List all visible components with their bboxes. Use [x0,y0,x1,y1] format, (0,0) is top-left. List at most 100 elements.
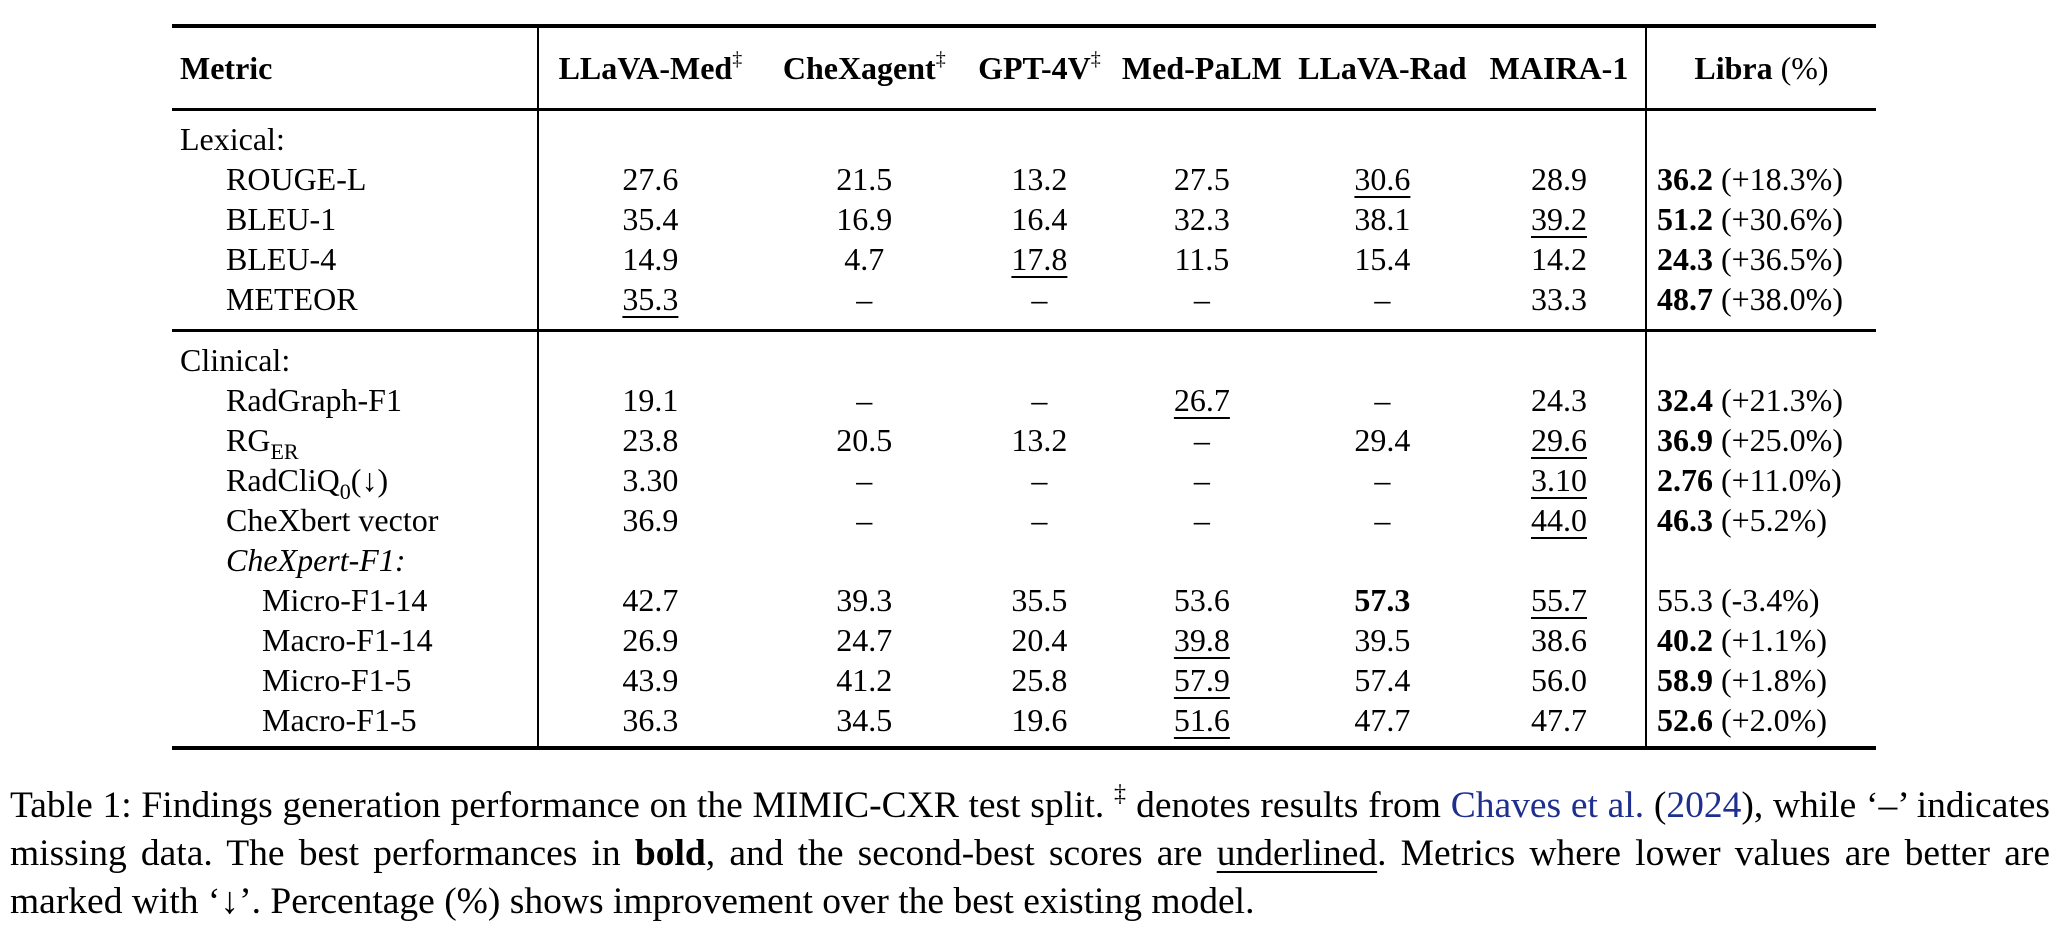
libra-score: 48.7 [1656,281,1713,317]
libra-improvement: (+18.3%) [1720,161,1843,197]
libra-improvement: (+5.2%) [1720,502,1827,538]
libra-improvement: (+25.0%) [1720,422,1843,458]
value-chexagent: – [762,460,967,500]
libra-score: 55.3 [1656,582,1713,618]
cell-value: 20.4 [1011,622,1068,658]
subgroup-header-row: CheXpert-F1: [172,540,1876,580]
cell-value: 3.30 [622,462,679,498]
value-llava-med: 36.3 [538,700,762,750]
value-med-palm: 51.6 [1112,700,1292,750]
cell-value: 26.7 [1173,382,1230,418]
libra-improvement: (+1.8%) [1720,662,1827,698]
value-maira-1: 55.7 [1473,580,1646,620]
caption-part1: Findings generation performance on the M… [141,785,1105,826]
metric-name: BLEU-1 [172,199,540,239]
value-med-palm: 26.7 [1112,380,1292,420]
value-chexagent: 20.5 [762,420,967,460]
libra-improvement: (+30.6%) [1720,201,1843,237]
header-metric: Metric [172,24,540,111]
value-med-palm: 53.6 [1112,580,1292,620]
value-llava-med: 19.1 [538,380,762,420]
caption-part4: , and the second-best scores are [705,833,1203,874]
table-row: ROUGE-L 27.6 21.5 13.2 27.5 30.6 28.9 36.2 (+18… [172,159,1876,199]
cell-value: – [856,462,873,498]
cell-value: 25.8 [1011,662,1068,698]
cell-value: 14.2 [1530,241,1587,277]
cell-value: – [1193,502,1210,538]
cell-value: 20.5 [836,422,893,458]
header-gpt4v: GPT-4V‡ [966,24,1112,111]
cell-value: 28.9 [1530,161,1587,197]
cell-value: 16.4 [1011,201,1068,237]
value-med-palm: 32.3 [1112,199,1292,239]
cell-value: – [1374,502,1391,538]
value-maira-1: 38.6 [1473,620,1646,660]
cell-value: 56.0 [1530,662,1587,698]
cell-value: 53.6 [1173,582,1230,618]
value-gpt4v: – [966,279,1112,332]
section-title-lexical: Lexical: [172,109,540,159]
cell-value: 4.7 [844,241,885,277]
table-row: Micro-F1-14 42.7 39.3 35.5 53.6 57.3 55.7 55.3 … [172,580,1876,620]
value-libra: 48.7 (+38.0%) [1644,279,1876,332]
value-maira-1: 44.0 [1473,500,1646,540]
value-libra: 40.2 (+1.1%) [1644,620,1876,660]
cell-value: 47.7 [1354,702,1411,738]
citation-year-link[interactable]: 2024 [1666,785,1742,826]
cell-value: 35.4 [622,201,679,237]
cell-value: 34.5 [836,702,893,738]
citation-author-link[interactable]: Chaves et al. [1450,785,1645,826]
caption-part3: while ‘–’ indicates missing data. The be… [10,785,2050,874]
cell-value: 36.9 [622,502,679,538]
cell-value: 30.6 [1354,161,1411,197]
caption-label: Table 1: [10,785,132,826]
value-llava-rad: 30.6 [1292,159,1473,199]
metric-name: Macro-F1-14 [172,620,540,660]
cell-value: – [1031,281,1048,317]
metric-name: CheXbert vector [172,500,540,540]
metric-name-tail: (↓) [350,462,389,498]
libra-score: 32.4 [1656,382,1713,418]
cell-value: – [1193,422,1210,458]
cell-value: – [1193,462,1210,498]
libra-score: 2.76 [1656,462,1713,498]
header-row: Metric LLaVA-Med‡ CheXagent‡ GPT-4V‡ Med… [172,24,1876,111]
table-row: CheXbert vector 36.9 – – – – 44.0 46.3 (+5.2%) [172,500,1876,540]
cell-value: 39.5 [1354,622,1411,658]
table-row: RGER 23.8 20.5 13.2 – 29.4 29.6 36.9 (+25.0%) [172,420,1876,463]
cell-value: 17.8 [1011,241,1068,277]
cell-value: – [1031,462,1048,498]
table-row: Micro-F1-5 43.9 41.2 25.8 57.9 57.4 56.0 58.9 (… [172,660,1876,700]
value-chexagent: 24.7 [762,620,967,660]
cell-value: 47.7 [1530,702,1587,738]
value-maira-1: 33.3 [1473,279,1646,332]
libra-score: 51.2 [1656,201,1713,237]
cell-value: – [1031,382,1048,418]
libra-improvement: (+21.3%) [1720,382,1843,418]
libra-improvement: (+1.1%) [1720,622,1827,658]
value-libra: 46.3 (+5.2%) [1644,500,1876,540]
table-row: METEOR 35.3 – – – – 33.3 48.7 (+38.0%) [172,279,1876,332]
cell-value: 16.9 [836,201,893,237]
value-libra: 58.9 (+1.8%) [1644,660,1876,700]
clinical-section: Clinical: RadGraph-F1 19.1 – – 26.7 – 24.3 32.4… [172,330,1876,750]
value-libra: 36.9 (+25.0%) [1644,420,1876,460]
value-llava-rad: 29.4 [1292,420,1473,460]
cell-value: 29.4 [1354,422,1411,458]
caption-dagger: ‡ [1114,781,1127,807]
header-llava-med: LLaVA-Med‡ [538,24,762,111]
value-gpt4v: 13.2 [967,159,1112,199]
value-llava-rad: 15.4 [1292,239,1473,279]
cell-value: 42.7 [622,582,679,618]
value-maira-1: 29.6 [1473,420,1646,460]
cell-value: 19.6 [1011,702,1068,738]
section-title-clinical: Clinical: [172,330,540,380]
table-row: RadCliQ0(↓) 3.30 – – – – 3.10 2.76 (+11.0%) [172,460,1876,503]
metric-name: RadGraph-F1 [172,380,540,420]
value-llava-med: 27.6 [538,159,762,199]
cell-value: 39.3 [836,582,893,618]
cell-value: 39.2 [1530,201,1587,237]
value-maira-1: 28.9 [1473,159,1646,199]
value-gpt4v: – [967,460,1112,500]
cell-value: 29.6 [1530,422,1587,458]
